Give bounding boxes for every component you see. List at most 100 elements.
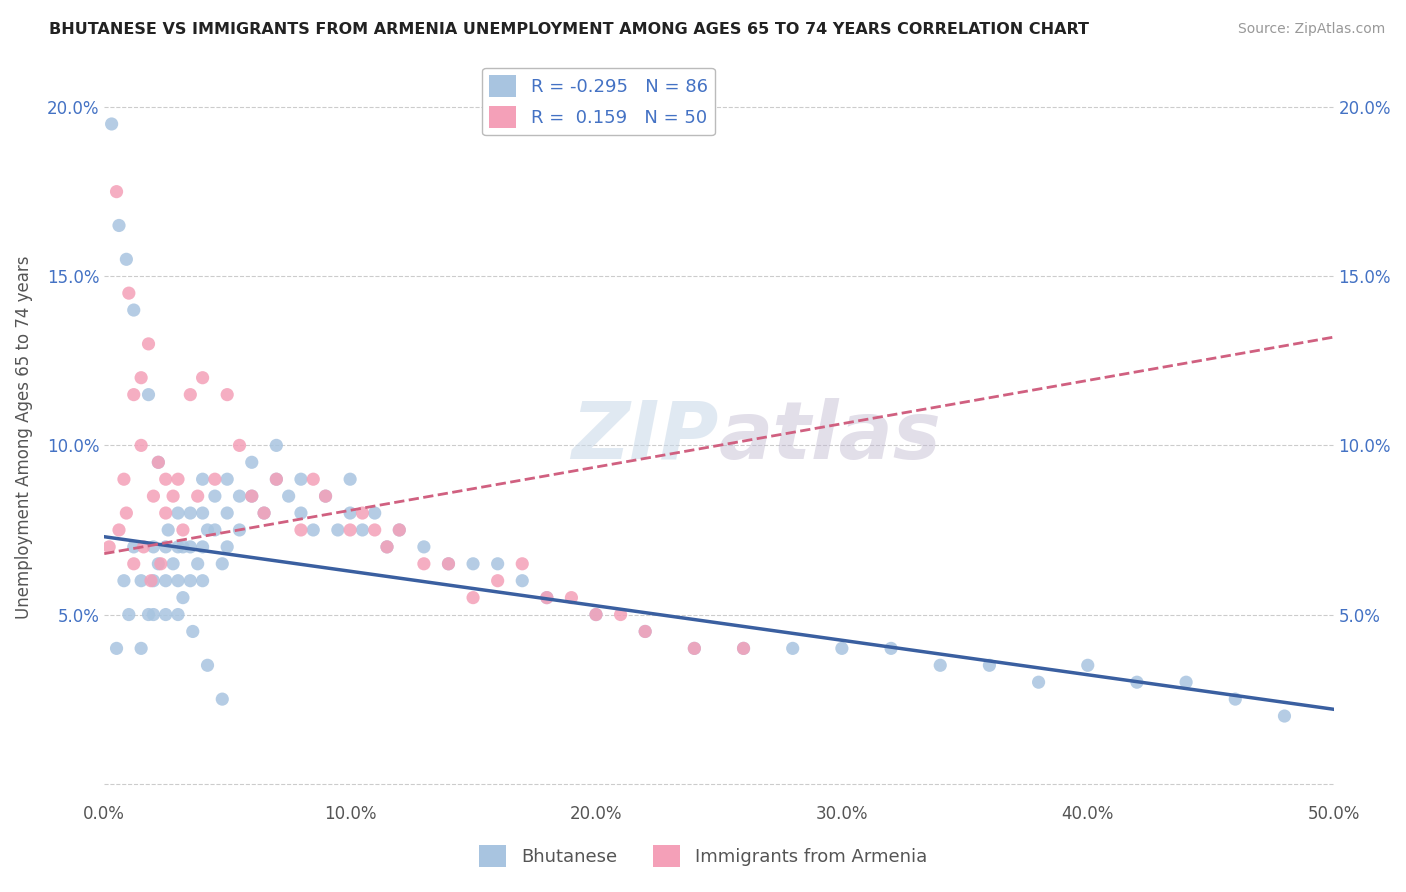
Point bbox=[108, 523, 131, 537]
Point bbox=[683, 641, 706, 656]
Point bbox=[100, 117, 122, 131]
Point bbox=[162, 557, 184, 571]
Point bbox=[217, 472, 239, 486]
Point bbox=[98, 540, 121, 554]
Point bbox=[1028, 675, 1050, 690]
Point bbox=[155, 506, 177, 520]
Point bbox=[122, 303, 145, 318]
Point bbox=[129, 641, 152, 656]
Text: ZIP: ZIP bbox=[572, 398, 718, 476]
Point bbox=[634, 624, 657, 639]
Point bbox=[290, 523, 312, 537]
Point bbox=[191, 574, 214, 588]
Point bbox=[486, 574, 509, 588]
Point bbox=[179, 506, 201, 520]
Point bbox=[138, 607, 160, 622]
Point bbox=[253, 506, 276, 520]
Point bbox=[112, 472, 135, 486]
Point bbox=[228, 489, 250, 503]
Point bbox=[167, 540, 190, 554]
Point bbox=[302, 472, 325, 486]
Point bbox=[277, 489, 299, 503]
Point bbox=[315, 489, 337, 503]
Point bbox=[105, 185, 128, 199]
Point bbox=[204, 523, 226, 537]
Point bbox=[187, 489, 209, 503]
Point bbox=[375, 540, 398, 554]
Point bbox=[510, 557, 533, 571]
Point bbox=[240, 489, 263, 503]
Point bbox=[172, 540, 194, 554]
Point bbox=[162, 489, 184, 503]
Point bbox=[167, 607, 190, 622]
Point bbox=[148, 455, 170, 469]
Text: Source: ZipAtlas.com: Source: ZipAtlas.com bbox=[1237, 22, 1385, 37]
Point bbox=[228, 438, 250, 452]
Point bbox=[204, 489, 226, 503]
Point bbox=[217, 506, 239, 520]
Point bbox=[122, 540, 145, 554]
Point bbox=[191, 506, 214, 520]
Point bbox=[122, 557, 145, 571]
Point bbox=[197, 523, 219, 537]
Point bbox=[1225, 692, 1247, 706]
Point bbox=[187, 557, 209, 571]
Point bbox=[181, 624, 204, 639]
Point bbox=[191, 370, 214, 384]
Point bbox=[155, 472, 177, 486]
Point bbox=[1175, 675, 1198, 690]
Point bbox=[155, 574, 177, 588]
Point bbox=[179, 387, 201, 401]
Point bbox=[585, 607, 607, 622]
Point bbox=[191, 472, 214, 486]
Point bbox=[142, 540, 165, 554]
Point bbox=[302, 523, 325, 537]
Point bbox=[228, 523, 250, 537]
Point bbox=[733, 641, 755, 656]
Point bbox=[142, 489, 165, 503]
Point bbox=[211, 557, 233, 571]
Point bbox=[929, 658, 952, 673]
Point bbox=[132, 540, 155, 554]
Point bbox=[240, 455, 263, 469]
Point bbox=[266, 472, 288, 486]
Point bbox=[191, 540, 214, 554]
Point bbox=[167, 574, 190, 588]
Point bbox=[266, 438, 288, 452]
Point bbox=[139, 574, 162, 588]
Point bbox=[122, 387, 145, 401]
Point bbox=[1126, 675, 1149, 690]
Point bbox=[142, 574, 165, 588]
Point bbox=[352, 506, 374, 520]
Point bbox=[782, 641, 804, 656]
Point bbox=[167, 506, 190, 520]
Point bbox=[197, 658, 219, 673]
Point bbox=[149, 557, 172, 571]
Point bbox=[375, 540, 398, 554]
Point bbox=[118, 607, 141, 622]
Point bbox=[138, 337, 160, 351]
Point bbox=[388, 523, 411, 537]
Point bbox=[609, 607, 631, 622]
Point bbox=[112, 574, 135, 588]
Point bbox=[733, 641, 755, 656]
Point bbox=[585, 607, 607, 622]
Text: atlas: atlas bbox=[718, 398, 942, 476]
Point bbox=[155, 607, 177, 622]
Point bbox=[315, 489, 337, 503]
Point bbox=[155, 540, 177, 554]
Point bbox=[364, 506, 387, 520]
Point bbox=[437, 557, 460, 571]
Point bbox=[108, 219, 131, 233]
Point bbox=[461, 591, 484, 605]
Point bbox=[211, 692, 233, 706]
Point bbox=[486, 557, 509, 571]
Point bbox=[412, 540, 434, 554]
Point bbox=[364, 523, 387, 537]
Point bbox=[461, 557, 484, 571]
Point bbox=[339, 506, 361, 520]
Point bbox=[510, 574, 533, 588]
Point bbox=[352, 523, 374, 537]
Point bbox=[536, 591, 558, 605]
Point bbox=[979, 658, 1001, 673]
